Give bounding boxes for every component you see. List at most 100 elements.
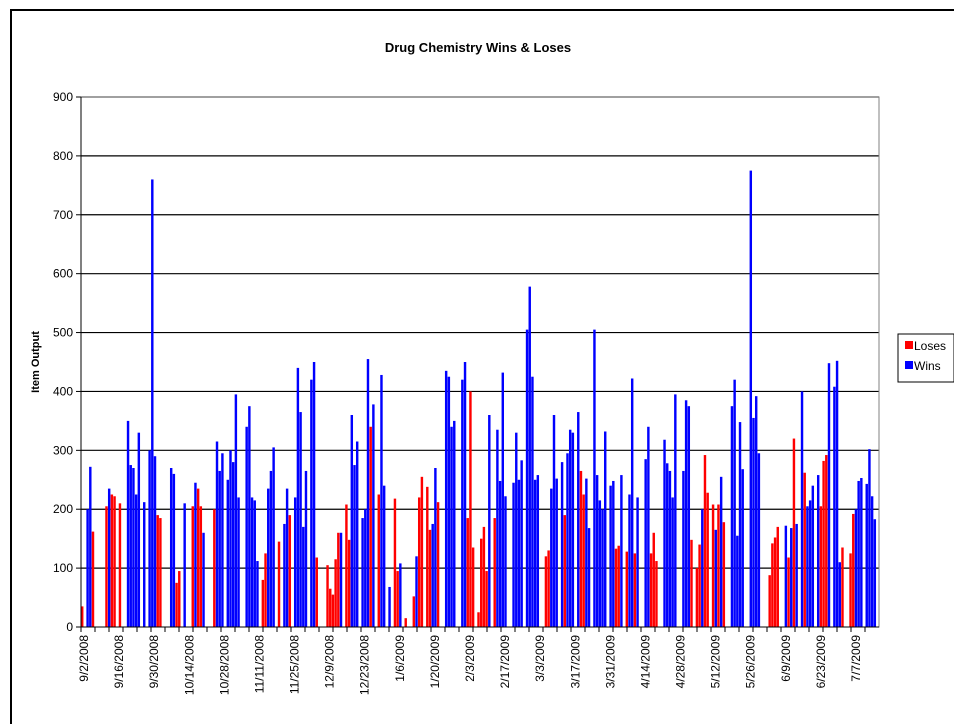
bar-wins — [143, 502, 146, 627]
bar-wins — [587, 528, 591, 627]
bar-wins — [784, 525, 788, 627]
bars — [81, 170, 877, 628]
bar-loses — [471, 547, 475, 627]
bar-wins — [560, 462, 564, 627]
bar-loses — [819, 506, 823, 627]
bar-loses — [288, 515, 292, 627]
bar-wins — [453, 420, 456, 627]
x-tick-label: 1/6/2009 — [393, 635, 407, 682]
y-ticks: 0 100 200 300 400 500 600 700 800 900 — [53, 90, 81, 634]
bar-wins — [630, 378, 634, 627]
y-axis-label: Item Output — [30, 331, 42, 393]
bar-wins — [312, 362, 316, 627]
bar-loses — [711, 504, 715, 627]
bar-wins — [663, 439, 666, 627]
bar-wins — [169, 468, 173, 627]
bar-loses — [404, 618, 407, 627]
bar-wins — [873, 519, 877, 627]
bar-loses — [614, 548, 618, 627]
bar-loses — [485, 571, 488, 627]
bar-loses — [412, 596, 416, 627]
bar-loses — [792, 438, 796, 627]
x-tick-label: 5/12/2009 — [709, 635, 723, 689]
bar-loses — [199, 506, 203, 627]
bar-loses — [420, 476, 424, 627]
bar-loses — [369, 426, 372, 627]
bar-wins — [806, 506, 809, 627]
bar-wins — [749, 170, 753, 628]
bar-loses — [695, 568, 699, 627]
bar-wins — [531, 376, 534, 627]
bar-loses — [773, 537, 777, 627]
bar-loses — [579, 470, 583, 627]
bar-wins — [512, 482, 515, 627]
bar-wins — [566, 453, 569, 627]
bar-wins — [304, 470, 308, 627]
bar-wins — [461, 379, 464, 627]
x-tick-label: 9/16/2008 — [112, 635, 126, 689]
bar-loses — [625, 551, 629, 627]
x-tick-label: 4/28/2009 — [674, 635, 688, 689]
x-tick-label: 9/30/2008 — [147, 635, 161, 689]
bar-wins — [671, 497, 674, 627]
bar-loses — [547, 550, 550, 627]
bar-wins — [811, 485, 815, 627]
bar-wins — [668, 470, 672, 627]
bar-wins — [231, 462, 235, 627]
bar-wins — [555, 478, 558, 627]
bar-loses — [178, 571, 181, 627]
bar-wins — [151, 179, 154, 627]
bar-wins — [218, 470, 221, 627]
bar-wins — [372, 404, 375, 627]
bar-wins — [701, 509, 704, 627]
bar-wins — [609, 485, 612, 627]
bar-loses — [396, 571, 399, 627]
bar-wins — [860, 478, 863, 627]
bar-wins — [364, 509, 367, 627]
bar-loses — [544, 556, 548, 627]
x-tick-label: 2/3/2009 — [463, 635, 477, 682]
bar-wins — [682, 470, 685, 627]
bar-loses — [722, 522, 726, 627]
bar-loses — [426, 486, 429, 627]
x-tick-label: 9/2/2008 — [77, 635, 91, 682]
bar-wins — [283, 523, 286, 627]
bar-wins — [245, 426, 248, 627]
bar-wins — [528, 286, 531, 627]
x-tick-label: 12/9/2008 — [323, 635, 337, 689]
bar-wins — [868, 449, 871, 627]
bar-wins — [790, 528, 793, 627]
bar-wins — [253, 500, 256, 627]
x-tick-label: 11/25/2008 — [288, 635, 302, 694]
x-tick-label: 2/17/2009 — [498, 635, 512, 689]
bar-loses — [803, 472, 806, 627]
bar-wins — [310, 379, 313, 627]
bar-wins — [353, 465, 356, 627]
bar-wins — [795, 523, 798, 627]
bar-wins — [687, 406, 691, 627]
bar-wins — [719, 476, 723, 627]
y-tick-label: 100 — [53, 561, 73, 575]
bar-wins — [285, 488, 289, 627]
bar-loses — [315, 557, 318, 627]
bar-wins — [601, 509, 604, 627]
x-tick-label: 12/23/2008 — [358, 635, 372, 695]
bar-wins — [741, 469, 744, 627]
bar-wins — [355, 441, 359, 627]
bar-loses — [436, 502, 440, 627]
bar-wins — [498, 480, 502, 627]
bar-wins — [237, 497, 240, 627]
bar-wins — [183, 503, 186, 627]
bar-wins — [533, 479, 537, 627]
bar-loses — [849, 553, 852, 627]
bar-wins — [550, 488, 553, 627]
bar-wins — [399, 563, 402, 627]
bar-wins — [172, 473, 176, 627]
bar-wins — [816, 475, 820, 627]
bar-wins — [757, 453, 761, 627]
x-tick-label: 1/20/2009 — [428, 635, 442, 689]
bar-loses — [768, 575, 771, 627]
bar-loses — [277, 541, 281, 627]
bar-wins — [296, 367, 300, 627]
bar-loses — [326, 565, 329, 627]
